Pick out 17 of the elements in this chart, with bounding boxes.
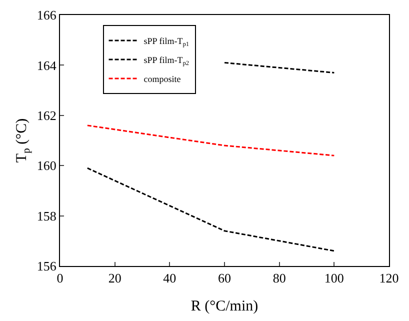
y-tick-label: 160 [36,158,56,174]
y-tick-label: 158 [36,208,56,224]
legend-label: composite [144,74,181,84]
x-tick-label: 0 [56,270,64,286]
x-tick-label: 20 [108,270,122,286]
legend-label: sPP film-T$_{p2}$ [144,55,190,67]
x-tick-label: 100 [324,270,344,286]
x-tick-label: 120 [379,270,399,286]
x-axis-title: R (°C/min) [190,298,258,315]
y-tick-label: 164 [36,58,57,73]
y-tick-label: 162 [36,108,56,123]
x-tick-label: 40 [163,270,176,286]
x-tick-label: 60 [218,270,231,286]
y-tick-label: 156 [36,258,57,274]
x-tick-label: 80 [272,270,286,286]
legend-label: sPP film-T$_{p1}$ [144,36,190,48]
y-tick-label: 166 [36,8,57,23]
